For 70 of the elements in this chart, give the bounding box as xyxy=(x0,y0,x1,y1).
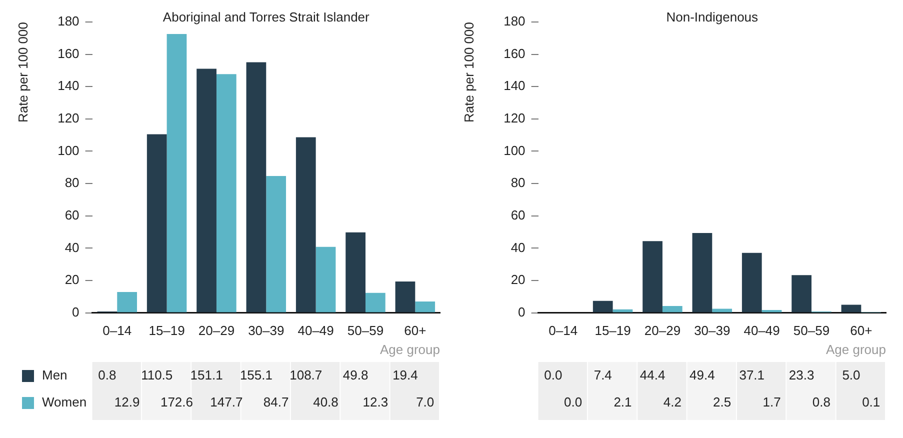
data-label: 151.1 xyxy=(190,368,223,383)
data-label: 12.9 xyxy=(114,394,140,410)
data-label: 110.5 xyxy=(141,368,173,383)
y-tick-label: 40 xyxy=(510,240,526,255)
y-tick-label: 180 xyxy=(504,14,526,29)
data-label: 108.7 xyxy=(290,368,322,383)
data-label: 147.7 xyxy=(210,394,243,410)
y-tick-label: 0 xyxy=(72,304,80,320)
data-label: 19.4 xyxy=(392,368,418,383)
data-label: 37.1 xyxy=(739,368,765,383)
y-tick-label: 100 xyxy=(504,142,526,158)
y-tick-label: 0 xyxy=(518,304,526,320)
y-tick-label: 80 xyxy=(510,175,526,190)
data-label: 0.1 xyxy=(862,394,880,410)
x-tick-label: 60+ xyxy=(850,323,872,338)
data-label: 0.8 xyxy=(98,368,116,383)
data-label: 1.7 xyxy=(762,394,781,410)
y-tick-label: 140 xyxy=(504,78,526,94)
data-label: 4.2 xyxy=(663,394,682,410)
x-axis-title: Age group xyxy=(380,342,440,357)
data-label: 49.4 xyxy=(690,368,715,383)
y-tick-label: 160 xyxy=(504,46,526,61)
chart-title: Aboriginal and Torres Strait Islander xyxy=(162,10,370,25)
x-axis-title: Age group xyxy=(826,342,886,357)
y-tick-label: 40 xyxy=(64,240,80,255)
y-axis-title: Rate per 100 000 xyxy=(461,22,476,122)
x-tick-label: 30–39 xyxy=(694,323,730,338)
data-label: 40.8 xyxy=(313,394,338,410)
legend-label: Women xyxy=(42,394,87,410)
x-tick-label: 20–29 xyxy=(644,323,681,338)
x-tick-label: 0–14 xyxy=(102,323,132,338)
y-tick-label: 140 xyxy=(58,78,80,94)
y-axis-title: Rate per 100 000 xyxy=(15,22,30,122)
data-label: 155.1 xyxy=(240,368,272,383)
x-tick-label: 30–39 xyxy=(248,323,284,338)
x-tick-label: 40–49 xyxy=(298,323,334,338)
data-label: 2.1 xyxy=(614,394,632,410)
y-tick-label: 20 xyxy=(64,272,80,288)
data-label: 12.3 xyxy=(362,394,388,410)
x-tick-label: 20–29 xyxy=(198,323,235,338)
x-tick-label: 50–59 xyxy=(347,323,384,338)
data-label: 172.6 xyxy=(160,394,194,410)
y-tick-label: 60 xyxy=(510,207,526,222)
x-tick-label: 15–19 xyxy=(148,323,185,338)
x-tick-label: 40–49 xyxy=(744,323,780,338)
y-tick-label: 120 xyxy=(58,110,80,126)
y-tick-label: 80 xyxy=(64,175,80,190)
data-label: 0.0 xyxy=(544,368,562,383)
data-label: 49.8 xyxy=(342,368,368,383)
y-tick-label: 120 xyxy=(504,110,526,126)
data-label: 5.0 xyxy=(842,368,860,383)
data-label: 84.7 xyxy=(263,394,289,410)
chart-title: Non-Indigenous xyxy=(666,10,759,25)
y-tick-label: 160 xyxy=(58,46,80,61)
legend-label: Men xyxy=(42,368,68,383)
data-label: 7.4 xyxy=(594,368,612,383)
data-label: 2.5 xyxy=(713,394,732,410)
y-tick-label: 20 xyxy=(510,272,526,288)
x-tick-label: 0–14 xyxy=(548,323,578,338)
x-tick-label: 50–59 xyxy=(793,323,830,338)
data-label: 0.8 xyxy=(812,394,830,410)
data-label: 0.0 xyxy=(564,394,582,410)
y-tick-label: 60 xyxy=(64,207,80,222)
y-tick-label: 100 xyxy=(58,142,80,158)
x-tick-label: 60+ xyxy=(404,323,426,338)
data-label: 23.3 xyxy=(788,368,814,383)
data-label: 44.4 xyxy=(640,368,666,383)
y-tick-label: 180 xyxy=(58,14,80,29)
data-label: 7.0 xyxy=(416,394,434,410)
x-tick-label: 15–19 xyxy=(594,323,631,338)
